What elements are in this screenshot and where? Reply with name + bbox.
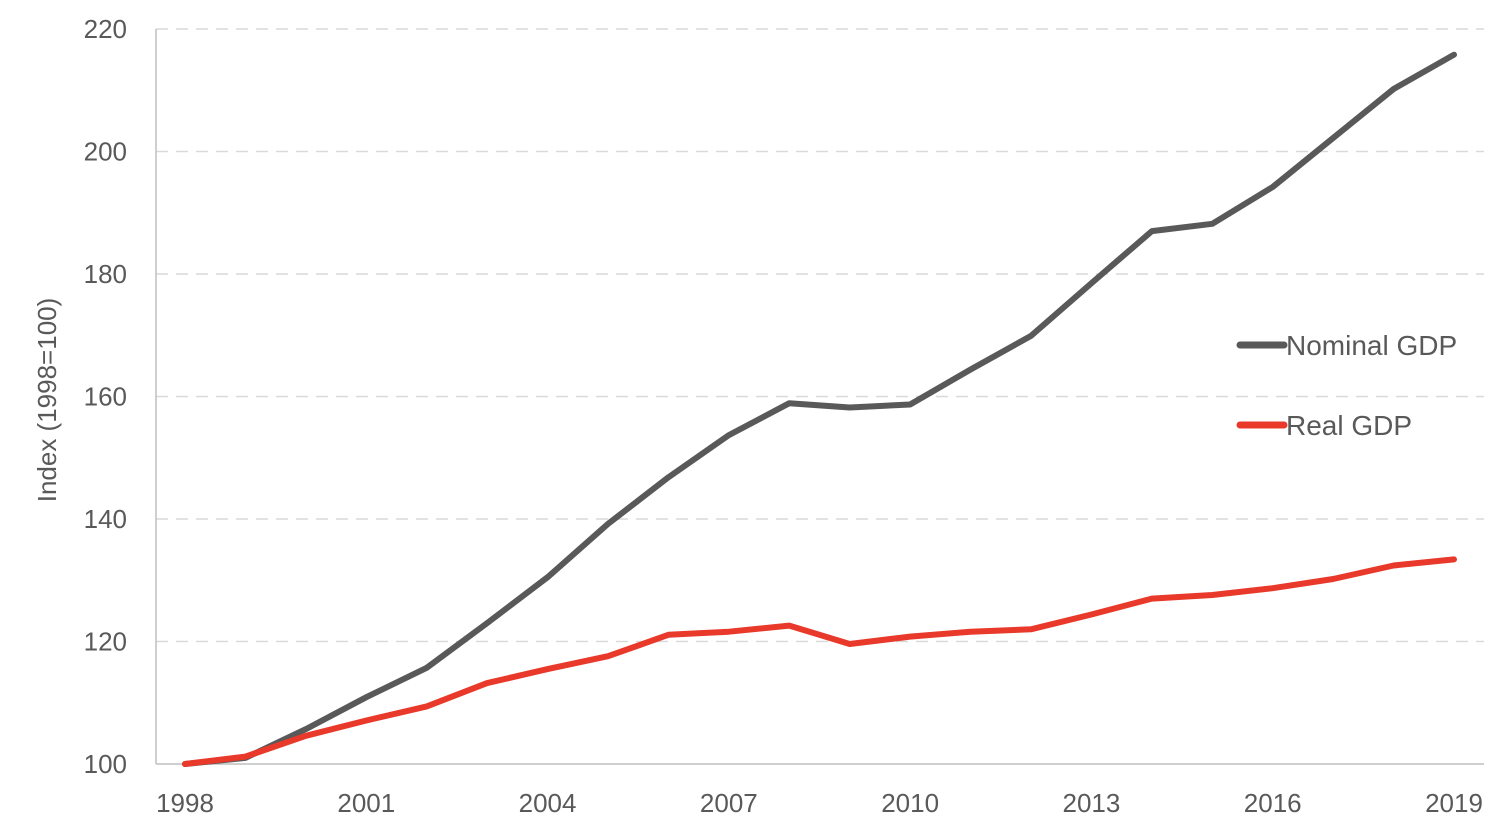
y-tick-label: 100 (84, 749, 127, 779)
x-tick-label: 2010 (881, 788, 939, 818)
y-tick-label: 220 (84, 14, 127, 44)
y-tick-label: 180 (84, 259, 127, 289)
series-line-real-gdp (182, 556, 1457, 767)
legend: Nominal GDP Real GDP (1236, 330, 1457, 441)
x-tick-label: 2007 (700, 788, 758, 818)
series-lines (182, 51, 1457, 767)
x-tick-label: 2016 (1244, 788, 1302, 818)
x-tick-label: 2001 (337, 788, 395, 818)
legend-label-nominal-gdp: Nominal GDP (1286, 330, 1457, 361)
gridlines (156, 28, 1484, 643)
x-tick-label: 2004 (519, 788, 577, 818)
y-tick-label: 120 (84, 627, 127, 657)
axes (155, 29, 1484, 765)
tick-labels: 100 120 140 160 180 200 220 1998 2001 2004 2007 201… (84, 14, 1483, 818)
y-tick-label: 140 (84, 504, 127, 534)
y-tick-label: 200 (84, 137, 127, 167)
y-axis-title: Index (1998=100) (32, 298, 62, 503)
x-tick-label: 2019 (1425, 788, 1483, 818)
y-tick-label: 160 (84, 382, 127, 412)
legend-label-real-gdp: Real GDP (1286, 410, 1412, 441)
series-line-nominal-gdp (182, 51, 1457, 767)
x-tick-label: 1998 (156, 788, 214, 818)
x-tick-label: 2013 (1063, 788, 1121, 818)
